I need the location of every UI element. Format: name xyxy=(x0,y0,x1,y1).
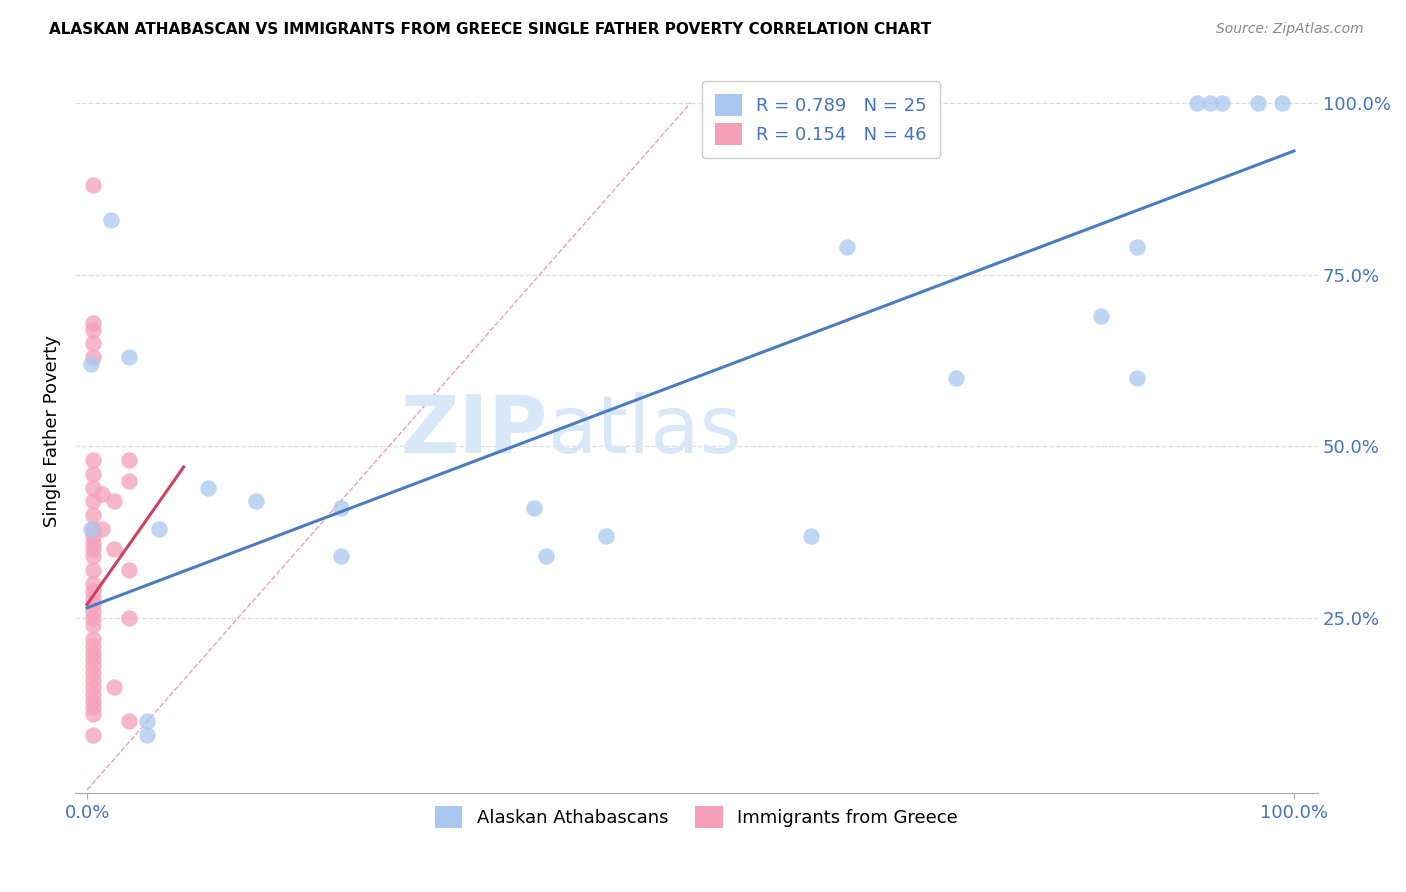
Point xyxy=(118,611,141,625)
Point xyxy=(118,453,141,467)
Point xyxy=(82,453,104,467)
Point xyxy=(82,563,104,577)
Point xyxy=(90,487,112,501)
Point xyxy=(82,659,104,673)
Point xyxy=(82,646,104,660)
Point xyxy=(1271,95,1294,110)
Text: Source: ZipAtlas.com: Source: ZipAtlas.com xyxy=(1216,22,1364,37)
Point xyxy=(103,494,125,508)
Point xyxy=(80,522,103,536)
Text: ALASKAN ATHABASCAN VS IMMIGRANTS FROM GREECE SINGLE FATHER POVERTY CORRELATION C: ALASKAN ATHABASCAN VS IMMIGRANTS FROM GR… xyxy=(49,22,931,37)
Text: ZIP: ZIP xyxy=(401,392,547,470)
Point xyxy=(103,680,125,694)
Point xyxy=(945,370,967,384)
Point xyxy=(118,563,141,577)
Point xyxy=(118,714,141,729)
Point xyxy=(1187,95,1209,110)
Point xyxy=(197,481,219,495)
Point xyxy=(118,474,141,488)
Point xyxy=(329,501,352,516)
Point xyxy=(82,535,104,549)
Point xyxy=(1090,309,1112,323)
Point xyxy=(82,652,104,666)
Legend: Alaskan Athabascans, Immigrants from Greece: Alaskan Athabascans, Immigrants from Gre… xyxy=(429,798,965,835)
Point xyxy=(82,316,104,330)
Point xyxy=(82,680,104,694)
Text: atlas: atlas xyxy=(547,392,742,470)
Point xyxy=(82,618,104,632)
Point xyxy=(82,529,104,543)
Point xyxy=(118,350,141,364)
Point xyxy=(103,542,125,557)
Point xyxy=(82,700,104,714)
Point xyxy=(329,549,352,564)
Point xyxy=(148,522,170,536)
Point xyxy=(136,728,159,742)
Point xyxy=(800,529,823,543)
Point xyxy=(82,467,104,481)
Point xyxy=(82,687,104,701)
Point xyxy=(82,591,104,605)
Point xyxy=(82,549,104,564)
Point xyxy=(90,522,112,536)
Point xyxy=(82,178,104,193)
Point xyxy=(82,707,104,722)
Point xyxy=(82,350,104,364)
Point xyxy=(1211,95,1233,110)
Point xyxy=(245,494,267,508)
Point xyxy=(1247,95,1270,110)
Point xyxy=(82,336,104,351)
Y-axis label: Single Father Poverty: Single Father Poverty xyxy=(44,335,60,527)
Point xyxy=(534,549,557,564)
Point xyxy=(100,212,122,227)
Point xyxy=(82,494,104,508)
Point xyxy=(82,728,104,742)
Point xyxy=(1126,240,1149,254)
Point xyxy=(1198,95,1220,110)
Point xyxy=(82,508,104,522)
Point xyxy=(82,632,104,646)
Point xyxy=(82,583,104,598)
Point xyxy=(82,611,104,625)
Point xyxy=(595,529,617,543)
Point xyxy=(82,666,104,681)
Point xyxy=(837,240,859,254)
Point xyxy=(82,693,104,707)
Point xyxy=(82,598,104,612)
Point xyxy=(80,357,103,371)
Point xyxy=(523,501,546,516)
Point xyxy=(1126,370,1149,384)
Point xyxy=(82,639,104,653)
Point xyxy=(82,542,104,557)
Point xyxy=(82,576,104,591)
Point xyxy=(82,673,104,687)
Point xyxy=(82,323,104,337)
Point xyxy=(82,522,104,536)
Point xyxy=(136,714,159,729)
Point xyxy=(82,604,104,618)
Point xyxy=(82,481,104,495)
